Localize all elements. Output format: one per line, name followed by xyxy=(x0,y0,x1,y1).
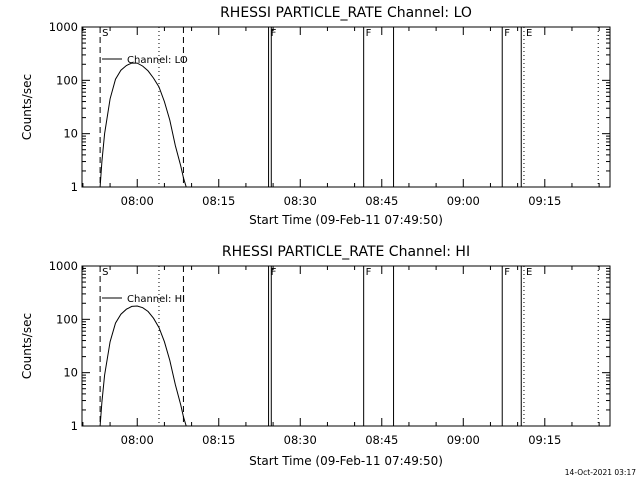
y-tick-label: 1 xyxy=(71,419,78,433)
marker-label: E xyxy=(526,28,532,39)
x-tick-label: 08:15 xyxy=(202,194,235,208)
x-axis-label: Start Time (09-Feb-11 07:49:50) xyxy=(249,213,443,227)
marker-label: F xyxy=(504,267,510,278)
x-tick-label: 08:45 xyxy=(365,433,398,447)
marker-label: E xyxy=(526,267,532,278)
x-tick-label: 08:30 xyxy=(284,194,317,208)
y-tick-label: 1000 xyxy=(49,20,78,34)
chart-title: RHESSI PARTICLE_RATE Channel: LO xyxy=(220,5,472,21)
x-axis-label: Start Time (09-Feb-11 07:49:50) xyxy=(249,454,443,468)
y-tick-label: 1000 xyxy=(49,259,78,273)
x-tick-label: 09:00 xyxy=(447,433,480,447)
y-tick-label: 10 xyxy=(63,127,78,141)
chart-title: RHESSI PARTICLE_RATE Channel: HI xyxy=(222,244,470,260)
x-axis-ticks: 08:00 08:15 08:30 08:45 09:00 09:15 xyxy=(82,266,600,447)
marker-label: F xyxy=(504,28,510,39)
y-axis-label: Counts/sec xyxy=(20,313,34,379)
legend-label: Channel: HI xyxy=(127,294,185,305)
x-tick-label: 09:00 xyxy=(447,194,480,208)
series-line-hi xyxy=(99,305,187,427)
x-tick-label: 08:30 xyxy=(284,433,317,447)
y-axis-label: Counts/sec xyxy=(20,74,34,140)
y-axis-ticks: 1 10 100 1000 xyxy=(49,259,610,433)
y-tick-label: 100 xyxy=(56,73,78,87)
x-axis-ticks: 08:00 08:15 08:30 08:45 09:00 09:15 xyxy=(82,27,600,208)
x-tick-label: 09:15 xyxy=(528,433,561,447)
plot-frame xyxy=(81,265,611,427)
panel-lo: RHESSI PARTICLE_RATE Channel: LO S F F F E 0… xyxy=(20,5,611,227)
legend-label: Channel: LO xyxy=(127,55,188,66)
x-tick-label: 08:15 xyxy=(202,433,235,447)
series-line-lo xyxy=(99,62,187,188)
marker-label: F xyxy=(366,28,372,39)
marker-label: S xyxy=(102,28,108,39)
panel-hi: RHESSI PARTICLE_RATE Channel: HI S F F F E 0… xyxy=(20,244,611,468)
y-tick-label: 100 xyxy=(56,312,78,326)
plot-frame xyxy=(81,26,611,188)
marker-label: F xyxy=(366,267,372,278)
y-tick-label: 1 xyxy=(71,180,78,194)
y-tick-label: 10 xyxy=(63,366,78,380)
marker-label: F xyxy=(271,267,277,278)
x-tick-label: 09:15 xyxy=(528,194,561,208)
x-tick-label: 08:00 xyxy=(121,433,154,447)
timestamp: 14-Oct-2021 03:17 xyxy=(565,468,636,477)
x-tick-label: 08:45 xyxy=(365,194,398,208)
marker-label: S xyxy=(102,267,108,278)
x-tick-label: 08:00 xyxy=(121,194,154,208)
marker-label: F xyxy=(271,28,277,39)
y-axis-ticks: 1 10 100 1000 xyxy=(49,20,610,194)
